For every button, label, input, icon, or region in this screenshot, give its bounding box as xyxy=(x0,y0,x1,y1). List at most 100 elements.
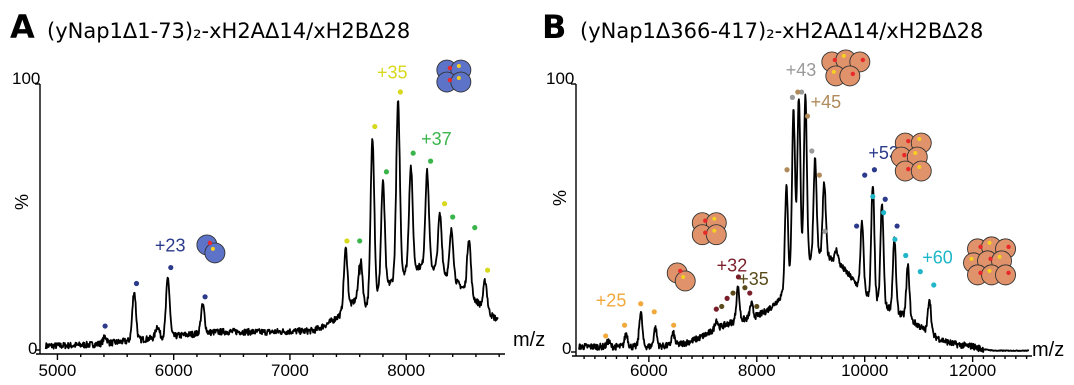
panel-a-title: (yNap1Δ1-73)₂-xH2AΔ14/xH2BΔ28 xyxy=(47,19,410,43)
histone-dot xyxy=(447,65,453,71)
histone-dot xyxy=(456,64,461,69)
histone-dot xyxy=(712,216,717,221)
peak-marker xyxy=(651,309,657,315)
peak-marker xyxy=(784,167,790,173)
peak-marker xyxy=(671,322,677,328)
peak-marker xyxy=(357,238,363,244)
histone-dot xyxy=(906,166,911,172)
peak-marker xyxy=(410,150,416,156)
histone-dot xyxy=(978,244,983,250)
peak-marker xyxy=(747,290,753,296)
peak-marker xyxy=(428,158,434,164)
histone-dot xyxy=(207,240,213,246)
peak-marker xyxy=(880,210,887,216)
panel-b-axes: 6000 8000 10000 12000 xyxy=(571,83,1032,380)
histone-dot xyxy=(902,152,907,158)
peak-marker xyxy=(719,303,725,310)
peak-marker xyxy=(724,295,730,301)
charge-state-label: +60 xyxy=(922,248,953,268)
charge-state-label: +35 xyxy=(738,269,769,289)
histone-octamer-icon xyxy=(890,132,932,182)
peak-marker xyxy=(383,169,390,175)
histone-dot xyxy=(978,270,983,276)
x-tick-label: 5000 xyxy=(39,361,77,380)
peak-marker xyxy=(133,280,140,287)
histone-dot xyxy=(681,274,686,279)
peak-marker xyxy=(742,285,748,291)
histone-subunit xyxy=(450,71,472,93)
peak-marker xyxy=(804,113,811,119)
panel-b-ylabel: % xyxy=(550,190,570,206)
peak-marker xyxy=(397,89,403,95)
histone-dot xyxy=(841,53,846,58)
peak-marker xyxy=(822,228,828,234)
histone-dot xyxy=(969,256,974,261)
histone-subunit xyxy=(674,270,696,292)
peak-marker xyxy=(344,238,350,244)
peak-marker xyxy=(917,269,923,275)
x-tick-label: 8000 xyxy=(387,361,425,380)
peak-marker xyxy=(894,223,900,229)
peak-marker xyxy=(102,323,108,329)
histone-dot xyxy=(987,268,992,273)
peak-marker xyxy=(441,201,448,207)
peak-marker xyxy=(871,167,878,173)
panel-a-ytick-0: 0 xyxy=(28,339,37,358)
peak-marker xyxy=(870,193,876,200)
x-tick-label: 6000 xyxy=(155,361,193,380)
panel-b: B (yNap1Δ366-417)₂-xH2AΔ14/xH2BΔ28 100 0… xyxy=(542,8,1064,380)
peak-marker xyxy=(931,282,937,288)
peak-marker xyxy=(795,89,801,95)
histone-dot xyxy=(850,71,856,77)
peak-marker xyxy=(202,294,208,300)
panel-a-letter: A xyxy=(10,8,35,46)
histone-subunit xyxy=(910,160,932,182)
charge-state-label: +45 xyxy=(811,92,842,112)
panel-b-plot: +25+32+35+43+45+53+60 xyxy=(577,49,1030,353)
histone-tetramer-icon xyxy=(691,212,727,246)
panel-a-ylabel: % xyxy=(12,194,32,210)
histone-subunit xyxy=(995,264,1016,286)
histone-dot xyxy=(703,230,708,235)
histone-dot xyxy=(831,69,836,74)
histone-dot xyxy=(913,151,918,156)
histone-hexamer-icon xyxy=(821,49,871,87)
histone-dot xyxy=(447,77,453,83)
histone-subunit xyxy=(839,65,861,87)
peak-marker xyxy=(882,196,888,202)
peak-marker xyxy=(484,267,491,273)
panel-a-ytick-100: 100 xyxy=(12,69,40,88)
charge-state-label: +37 xyxy=(421,129,452,149)
histone-dot xyxy=(832,57,838,63)
panel-b-ytick-100: 100 xyxy=(546,69,574,88)
peak-marker xyxy=(621,322,628,328)
peak-marker xyxy=(735,274,742,280)
histone-tetramer-icon xyxy=(436,59,472,93)
panel-a: A (yNap1Δ1-73)₂-xH2AΔ14/xH2BΔ28 100 0 % … xyxy=(10,8,545,380)
panel-b-title: (yNap1Δ366-417)₂-xH2AΔ14/xH2BΔ28 xyxy=(580,19,983,43)
histone-subunit xyxy=(204,242,226,264)
peak-marker xyxy=(903,252,909,259)
peak-marker xyxy=(372,123,378,130)
spectrum-trace xyxy=(577,93,1030,353)
x-tick-label: 7000 xyxy=(271,361,309,380)
histone-dot xyxy=(456,76,461,81)
charge-state-label: +25 xyxy=(596,290,627,310)
histone-dot xyxy=(917,137,922,142)
histone-dot xyxy=(860,57,866,63)
panel-b-letter: B xyxy=(542,8,566,46)
peak-marker xyxy=(754,303,760,310)
histone-dot xyxy=(1006,244,1011,250)
panel-b-ytick-0: 0 xyxy=(562,339,571,358)
histone-dot xyxy=(712,228,717,233)
histone-dot xyxy=(987,240,992,245)
peak-marker xyxy=(789,94,795,100)
peak-marker xyxy=(730,290,736,296)
histone-dot xyxy=(917,165,922,170)
peak-marker xyxy=(450,214,456,220)
histone-dot xyxy=(678,268,683,274)
x-tick-label: 12000 xyxy=(949,361,996,380)
peak-marker xyxy=(472,225,478,231)
charge-state-label: +32 xyxy=(717,256,748,276)
x-tick-label: 8000 xyxy=(738,361,776,380)
